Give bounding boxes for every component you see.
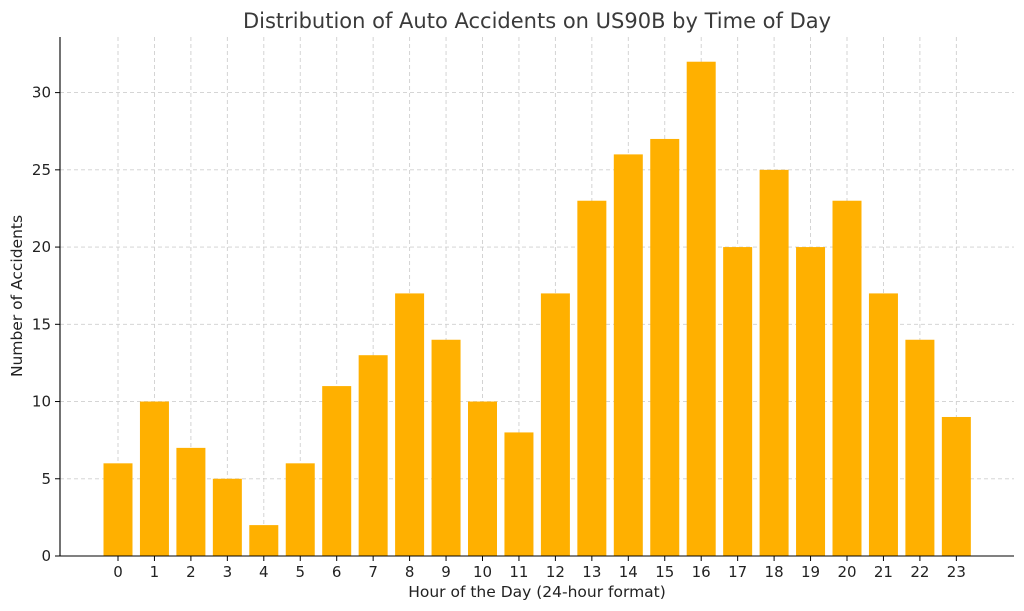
bar-hour-10 <box>468 401 497 556</box>
bar-hour-14 <box>613 154 643 556</box>
bar-hour-6 <box>322 386 352 556</box>
chart-title: Distribution of Auto Accidents on US90B … <box>243 9 831 33</box>
bar-hour-0 <box>103 463 133 556</box>
bar-hour-23 <box>941 416 971 556</box>
bar-hour-2 <box>176 447 206 556</box>
bar-hour-5 <box>285 463 315 556</box>
bar-hour-20 <box>832 200 862 556</box>
bar-hour-15 <box>650 138 680 557</box>
x-tick-label: 5 <box>295 563 305 581</box>
bar-hour-8 <box>395 293 425 556</box>
x-tick-label: 22 <box>910 563 929 581</box>
x-tick-label: 10 <box>473 563 492 581</box>
x-tick-label: 21 <box>874 563 893 581</box>
x-tick-label: 4 <box>259 563 269 581</box>
y-tick-label: 25 <box>32 161 51 179</box>
bar-hour-3 <box>212 478 242 556</box>
x-axis-label: Hour of the Day (24-hour format) <box>408 583 666 601</box>
x-tick-label: 2 <box>186 563 196 581</box>
x-tick-label: 13 <box>582 563 601 581</box>
bars <box>103 61 971 557</box>
bar-hour-11 <box>504 432 534 556</box>
y-tick-label: 15 <box>32 315 51 333</box>
y-tick-label: 0 <box>41 547 51 565</box>
x-tick-label: 7 <box>368 563 378 581</box>
ticks: 0 1 2 3 4 5 6 7 8 9 10 11 12 13 14 15 16 17 18 19 20 21 22 2305… <box>32 84 966 581</box>
bar-hour-4 <box>249 525 279 556</box>
x-tick-label: 6 <box>332 563 342 581</box>
x-tick-label: 23 <box>947 563 966 581</box>
axes <box>59 37 1014 557</box>
bar-hour-21 <box>868 293 898 556</box>
x-tick-label: 11 <box>509 563 528 581</box>
bar-hour-22 <box>905 339 935 556</box>
y-tick-label: 5 <box>41 470 51 488</box>
y-tick-label: 30 <box>32 84 51 102</box>
x-tick-label: 0 <box>113 563 123 581</box>
bar-hour-1 <box>139 401 169 556</box>
x-tick-label: 14 <box>619 563 638 581</box>
x-tick-label: 16 <box>692 563 711 581</box>
x-tick-label: 17 <box>728 563 747 581</box>
x-tick-label: 19 <box>801 563 820 581</box>
y-axis-label: Number of Accidents <box>8 215 26 377</box>
y-tick-label: 20 <box>32 238 51 256</box>
x-tick-label: 18 <box>765 563 784 581</box>
bar-hour-19 <box>796 247 826 557</box>
x-tick-label: 3 <box>223 563 233 581</box>
y-tick-label: 10 <box>32 393 51 411</box>
bar-hour-17 <box>723 247 753 557</box>
bar-hour-13 <box>577 200 607 556</box>
x-tick-label: 9 <box>441 563 451 581</box>
x-tick-label: 8 <box>405 563 415 581</box>
x-tick-label: 1 <box>150 563 160 581</box>
bar-hour-9 <box>431 339 461 556</box>
bar-hour-7 <box>358 355 388 556</box>
bar-hour-18 <box>759 169 789 556</box>
x-tick-label: 15 <box>655 563 674 581</box>
x-tick-label: 12 <box>546 563 565 581</box>
bar-hour-12 <box>540 293 570 556</box>
bar-hour-16 <box>686 61 716 556</box>
x-tick-label: 20 <box>837 563 856 581</box>
